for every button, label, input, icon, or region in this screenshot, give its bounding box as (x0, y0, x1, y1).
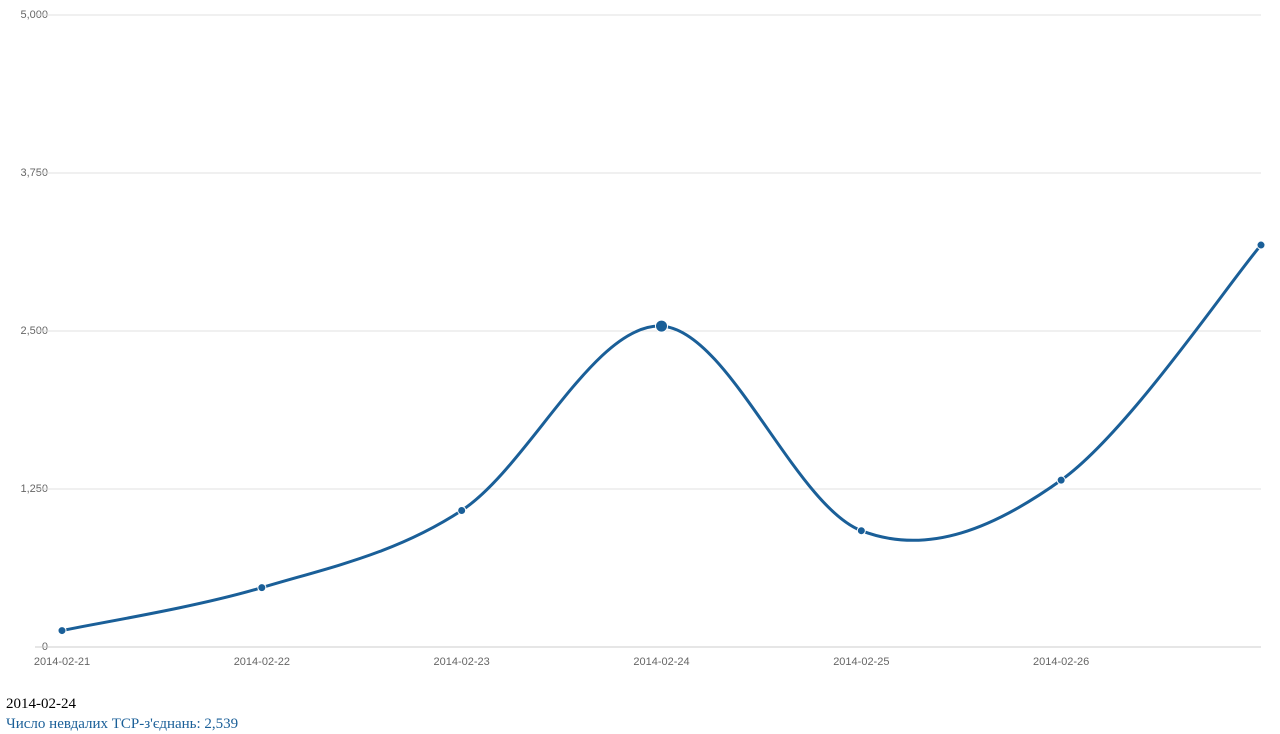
tooltip-text: Число невдалих TCP-з'єднань: 2,539 (6, 716, 239, 732)
x-tick-label: 2014-02-25 (833, 656, 889, 668)
point (257, 583, 267, 593)
point (655, 319, 668, 333)
y-tick-label: 5,000 (20, 9, 48, 21)
x-tick-label: 2014-02-22 (234, 656, 290, 668)
point (856, 526, 866, 536)
x-tick-label: 2014-02-26 (1033, 656, 1089, 668)
y-tick-label: 2,500 (20, 325, 48, 337)
y-tick-label: 3,750 (20, 167, 48, 179)
line (61, 244, 1263, 633)
x-tick-label: 2014-02-21 (34, 656, 90, 668)
y-tick-label: 1,250 (20, 483, 48, 495)
point (1056, 475, 1066, 485)
x-tick-label: 2014-02-23 (434, 656, 490, 668)
point (457, 505, 467, 515)
point (57, 626, 67, 636)
tooltip-title: 2014-02-24 (6, 696, 76, 712)
point (1256, 240, 1266, 250)
x-tick-label: 2014-02-24 (633, 656, 689, 668)
